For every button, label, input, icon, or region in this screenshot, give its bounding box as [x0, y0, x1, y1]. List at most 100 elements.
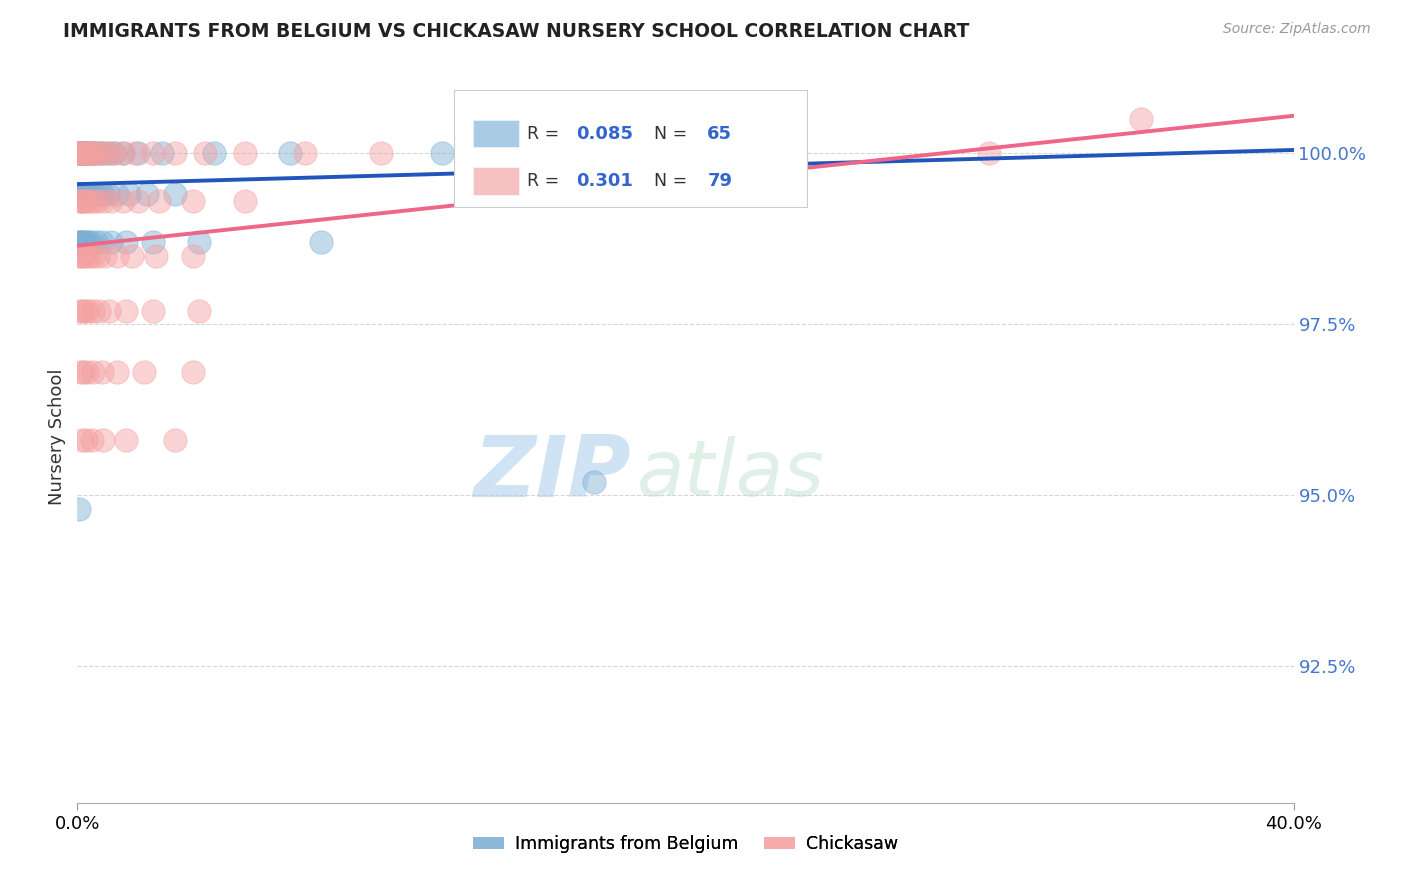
Point: [73, 187, 96, 202]
Point: [72, 365, 94, 379]
Point: [70, 303, 93, 318]
Point: [309, 235, 332, 250]
Point: [91, 194, 114, 209]
Point: [163, 187, 186, 202]
Point: [70, 365, 93, 379]
Text: N =: N =: [643, 172, 693, 190]
Text: Source: ZipAtlas.com: Source: ZipAtlas.com: [1223, 22, 1371, 37]
Point: [73, 146, 96, 161]
Point: [76, 187, 98, 202]
Point: [75, 194, 97, 209]
Point: [77, 303, 100, 318]
Text: IMMIGRANTS FROM BELGIUM VS CHICKASAW NURSERY SCHOOL CORRELATION CHART: IMMIGRANTS FROM BELGIUM VS CHICKASAW NUR…: [63, 22, 970, 41]
Point: [69, 146, 91, 161]
Point: [72, 249, 94, 263]
Point: [103, 146, 125, 161]
Point: [77, 146, 100, 161]
Text: R =: R =: [527, 125, 565, 143]
Point: [181, 249, 204, 263]
Point: [583, 475, 606, 489]
Point: [80, 146, 103, 161]
Point: [70, 235, 93, 250]
Point: [80, 235, 103, 250]
Point: [121, 249, 143, 263]
Point: [194, 146, 217, 161]
Point: [91, 187, 114, 202]
Point: [67, 235, 90, 250]
Text: 0.085: 0.085: [576, 125, 633, 143]
Point: [75, 434, 97, 448]
Point: [82, 365, 104, 379]
Point: [127, 194, 149, 209]
Point: [152, 146, 174, 161]
Text: 65: 65: [707, 125, 733, 143]
FancyBboxPatch shape: [454, 90, 807, 207]
Point: [84, 146, 107, 161]
Point: [87, 146, 110, 161]
Point: [69, 303, 91, 318]
Point: [188, 235, 211, 250]
Point: [105, 249, 128, 263]
Point: [115, 303, 138, 318]
Point: [79, 146, 101, 161]
Point: [77, 194, 100, 209]
Point: [163, 146, 186, 161]
Point: [98, 303, 121, 318]
Point: [86, 194, 108, 209]
Point: [73, 194, 96, 209]
Point: [72, 146, 94, 161]
FancyBboxPatch shape: [472, 167, 519, 195]
Point: [75, 146, 97, 161]
Point: [69, 146, 91, 161]
Text: 79: 79: [707, 172, 733, 190]
Point: [142, 303, 165, 318]
Point: [97, 187, 120, 202]
Point: [69, 187, 91, 202]
Point: [80, 187, 103, 202]
Point: [84, 187, 107, 202]
Point: [82, 303, 104, 318]
Point: [69, 146, 91, 161]
Point: [69, 235, 91, 250]
Point: [90, 235, 112, 250]
Point: [70, 187, 93, 202]
Point: [233, 194, 256, 209]
Point: [91, 434, 114, 448]
Point: [142, 235, 165, 250]
Point: [82, 194, 104, 209]
Point: [105, 187, 128, 202]
Point: [73, 303, 96, 318]
Point: [67, 187, 90, 202]
Point: [97, 146, 120, 161]
Point: [94, 249, 117, 263]
Point: [136, 187, 159, 202]
Y-axis label: Nursery School: Nursery School: [48, 368, 66, 506]
Point: [72, 194, 94, 209]
Point: [79, 187, 101, 202]
Point: [69, 194, 91, 209]
Point: [100, 235, 122, 250]
Point: [69, 146, 91, 161]
Text: N =: N =: [643, 125, 693, 143]
Point: [430, 146, 453, 161]
Point: [163, 434, 186, 448]
Point: [69, 249, 91, 263]
Point: [148, 194, 170, 209]
Point: [82, 146, 104, 161]
Point: [233, 146, 256, 161]
Point: [72, 146, 94, 161]
Text: atlas: atlas: [637, 435, 825, 512]
Text: ZIP: ZIP: [472, 432, 631, 516]
Point: [278, 146, 301, 161]
Point: [294, 146, 316, 161]
Point: [87, 249, 110, 263]
Point: [127, 146, 149, 161]
Point: [111, 146, 134, 161]
Point: [90, 365, 112, 379]
Point: [979, 146, 1001, 161]
Point: [134, 365, 156, 379]
Point: [70, 434, 93, 448]
Legend: Immigrants from Belgium, Chickasaw: Immigrants from Belgium, Chickasaw: [465, 828, 905, 860]
Point: [70, 187, 93, 202]
Point: [82, 249, 104, 263]
